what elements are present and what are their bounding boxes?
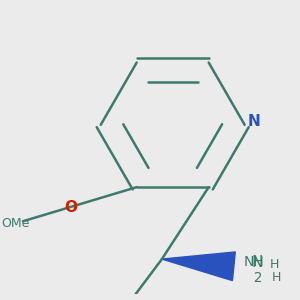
Text: O: O — [64, 200, 78, 215]
Text: H: H — [270, 258, 279, 271]
Text: OMe: OMe — [2, 217, 30, 230]
Text: H: H — [272, 271, 281, 284]
Text: N: N — [247, 114, 260, 129]
Polygon shape — [162, 252, 235, 280]
Text: NH
  2: NH 2 — [243, 255, 264, 285]
Text: N: N — [252, 255, 263, 270]
